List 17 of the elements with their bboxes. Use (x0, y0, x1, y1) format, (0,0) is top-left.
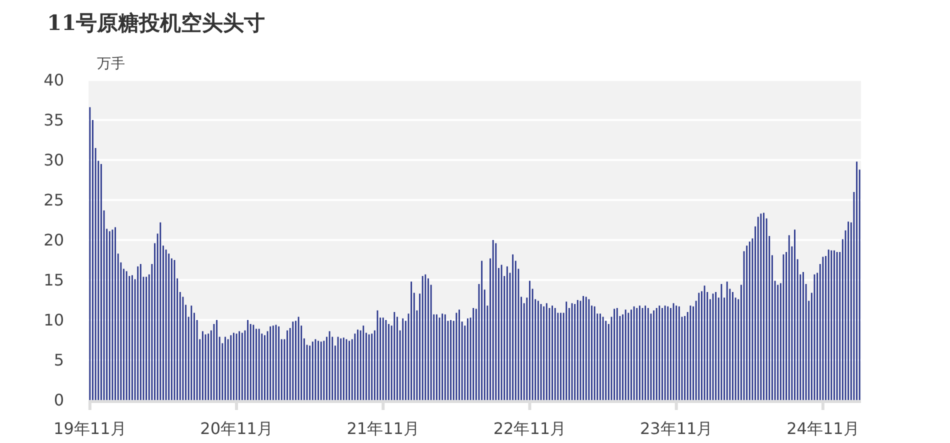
y-axis-title: 万手 (97, 56, 125, 72)
x-tick-label: 19年11月 (54, 419, 126, 438)
y-tick-label: 0 (54, 390, 64, 410)
x-tick-label: 24年11月 (786, 419, 860, 438)
y-tick-label: 40 (44, 70, 64, 90)
y-tick-label: 35 (44, 110, 64, 130)
y-tick-label: 15 (44, 270, 64, 290)
y-tick-label: 25 (44, 190, 64, 210)
y-tick-label: 20 (44, 230, 64, 250)
y-tick-label: 5 (54, 350, 64, 370)
y-tick-label: 10 (44, 310, 64, 330)
x-tick-label: 20年11月 (200, 419, 273, 438)
x-tick-label: 21年11月 (346, 419, 420, 438)
x-tick-label: 22年11月 (493, 419, 566, 438)
x-tick-label: 23年11月 (640, 419, 713, 438)
y-tick-label: 30 (44, 150, 64, 170)
chart-title: 11号原糖投机空头头寸 (47, 10, 266, 35)
